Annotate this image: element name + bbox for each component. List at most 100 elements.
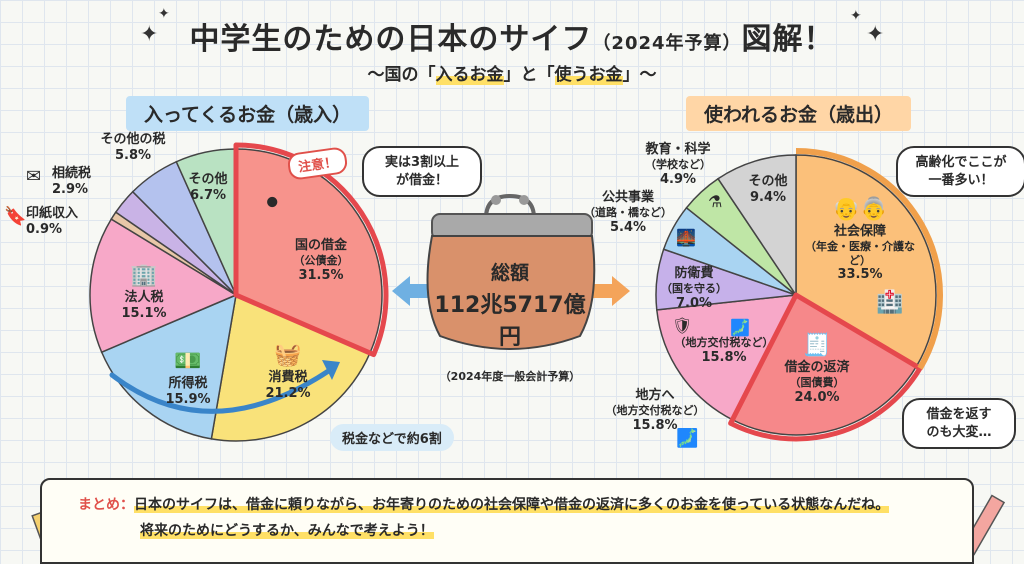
slice-label-inheritance: ✉ 相続税 2.9% — [26, 166, 132, 199]
slice-value: 15.9% — [165, 391, 211, 407]
shield-icon: 🛡 — [672, 316, 693, 335]
slice-label-stamp: 🔖 印紙収入 0.9% — [4, 206, 106, 239]
hospital-icon: 🏥 — [876, 290, 904, 315]
slice-label-education: 教育・科学 （学校など） 4.9% — [636, 142, 720, 188]
slice-name: 法人税 — [124, 289, 164, 305]
subtitle-post: 」〜 — [622, 65, 657, 85]
japan-map-icon: 🗾 — [730, 318, 750, 337]
revenue-pie — [89, 142, 389, 442]
iron-ball-icon: ⚫ — [263, 191, 282, 216]
slice-label-corporate-tax: 🏢 法人税 15.1% — [104, 262, 184, 322]
pie-slice-highlight — [795, 148, 943, 370]
elderly-bubble: 高齢化でここが 一番多い！ — [896, 146, 1024, 198]
sparkle-icon: ✦ — [140, 22, 159, 47]
slice-label-debt: ⚫ 国の借金 （公債金） 31.5% — [263, 191, 369, 284]
slice-label-public-works: 公共事業 （道路・橋など） 5.4% — [584, 190, 672, 236]
subtitle-pre: 〜国の「 — [367, 65, 436, 85]
slice-name: 所得税 — [168, 375, 208, 391]
slice-sub: （公債金） — [293, 254, 349, 268]
slice-name: その他 — [188, 172, 228, 187]
summary-head: まとめ： — [78, 497, 134, 513]
slice-name: 借金の返済 — [784, 359, 850, 375]
slice-label-social-security: 👴👵 社会保障 （年金・医療・介護など） 33.5% — [800, 196, 920, 284]
slice-name: その他 — [748, 174, 788, 189]
japan-map-icon: 🗾 — [676, 428, 699, 449]
page-title: 中学生のための日本のサイフ（2024年予算）図解！ — [0, 14, 1024, 58]
slice-value: 6.7% — [189, 188, 227, 204]
slice-name: 教育・科学 — [645, 142, 711, 157]
envelope-icon: ✉ — [26, 166, 42, 187]
summary-line-2: 将来のためにどうするか、みんなで考えよう！ — [140, 523, 434, 539]
summary-text: まとめ：日本のサイフは、借金に頼りながら、お年寄りのための社会保障や借金の返済に… — [78, 492, 958, 544]
sparkle-icon: ✦ — [850, 8, 862, 24]
slice-value: 31.5% — [298, 268, 344, 283]
expenditure-pie — [655, 148, 943, 442]
bill-icon: 🧾 — [803, 333, 831, 358]
total-label: 総額 — [490, 262, 529, 284]
slice-value: 5.8% — [114, 148, 152, 164]
stamp-icon: 🔖 — [4, 206, 27, 227]
pie-slice — [655, 294, 798, 421]
tax-arc-arrowhead — [322, 360, 340, 380]
slice-value: 2.9% — [52, 182, 89, 198]
slice-sub: （国を守る） — [661, 282, 727, 296]
slice-value: 15.8% — [701, 349, 747, 365]
arrow-left-icon — [392, 276, 430, 306]
subtitle-mid: 」と「 — [503, 65, 555, 85]
slice-value: 15.1% — [121, 305, 167, 321]
wallet-icon — [426, 193, 596, 350]
pie-slice-highlight — [233, 142, 389, 358]
title-main: 中学生のための日本のサイフ — [189, 22, 593, 57]
slice-label-debt-repay: 🧾 借金の返済 （国債費） 24.0% — [772, 332, 862, 406]
slice-label-consumption-tax: 🧺 消費税 21.2% — [248, 342, 328, 402]
slice-value: 4.9% — [659, 172, 697, 187]
slice-sub: （地方交付税など） — [674, 336, 774, 349]
total-amount: 112兆5717億円 — [434, 293, 586, 350]
pie-slice — [716, 154, 797, 298]
slice-name: 防衛費 — [674, 266, 714, 281]
slice-sub: （年金・医療・介護など） — [805, 239, 915, 267]
pie-slice — [235, 148, 383, 354]
slice-name: その他の税 — [100, 132, 166, 147]
slice-name: 国の借金 — [294, 238, 347, 253]
title-year: （2024年予算） — [592, 33, 742, 54]
tax-note: 税金などで約6割 — [330, 424, 454, 451]
slice-name: 社会保障 — [833, 223, 886, 239]
slice-label-local: 地方へ （地方交付税など） 15.8% — [600, 388, 710, 434]
tax-arc — [109, 367, 333, 414]
slice-label-local-inner: （地方交付税など） 15.8% — [672, 336, 776, 366]
slice-value: 21.2% — [265, 385, 311, 401]
slice-sub: （国債費） — [789, 375, 845, 389]
slice-value: 15.8% — [632, 418, 678, 433]
sparkle-icon: ✦ — [158, 6, 170, 22]
building-icon: 🏢 — [130, 263, 158, 288]
subtitle-in: 入るお金 — [435, 65, 504, 85]
pie-slice-highlight — [728, 292, 923, 442]
slice-sub: （学校など） — [645, 158, 711, 172]
revenue-title: 入ってくるお金（歳入） — [126, 96, 370, 131]
slice-value: 5.4% — [609, 220, 647, 235]
slice-value: 7.0% — [675, 296, 713, 311]
slice-value: 0.9% — [26, 222, 63, 238]
slice-label-defense: 防衛費 （国を守る） 7.0% — [656, 266, 732, 312]
subtitle-out: 使うお金 — [554, 65, 623, 85]
summary-line-1: 日本のサイフは、借金に頼りながら、お年寄りのための社会保障や借金の返済に多くのお… — [134, 497, 890, 513]
shopping-basket-icon: 🧺 — [274, 343, 302, 368]
slice-name: 公共事業 — [601, 190, 654, 205]
expenditure-title: 使われるお金（歳出） — [686, 96, 912, 131]
slice-label-income-tax: 💵 所得税 15.9% — [148, 348, 228, 408]
money-bills-icon: 💵 — [174, 349, 202, 374]
arrow-right-icon — [592, 276, 630, 306]
slice-value: 9.4% — [749, 190, 787, 206]
title-end: 図解！ — [741, 22, 835, 57]
wallet-note: （2024年度一般会計予算） — [439, 370, 581, 383]
slice-name: 印紙収入 — [26, 206, 79, 221]
slice-name: 相続税 — [52, 166, 92, 181]
repay-bubble: 借金を返す のも大変… — [902, 398, 1016, 450]
pie-slice — [100, 293, 237, 440]
debt-warning-bubble: 実は3割以上 が借金！ — [362, 146, 482, 198]
slice-sub: （地方交付税など） — [605, 404, 705, 418]
slice-value: 33.5% — [837, 267, 883, 283]
slice-label-other-tax: その他の税 5.8% — [88, 132, 178, 165]
wallet-total: 総額 112兆5717億円 — [426, 258, 594, 351]
